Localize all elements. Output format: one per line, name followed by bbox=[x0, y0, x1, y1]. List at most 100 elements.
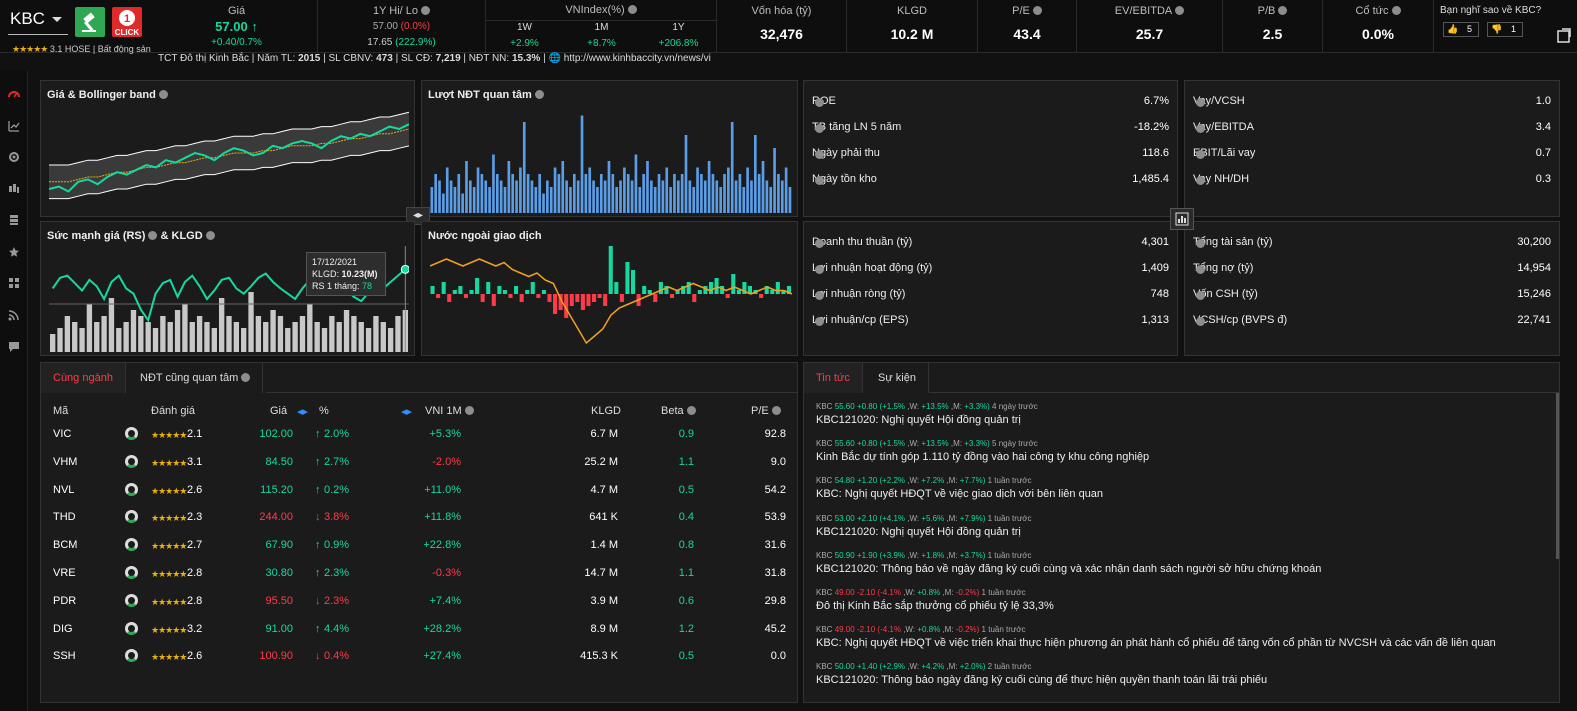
info-icon[interactable] bbox=[1196, 98, 1205, 107]
info-icon[interactable] bbox=[1196, 124, 1205, 133]
click-button[interactable]: 1 CLICK bbox=[112, 7, 142, 37]
info-icon[interactable] bbox=[627, 5, 637, 14]
col-header-pe[interactable]: P/E bbox=[751, 405, 781, 417]
news-title-link[interactable]: KBC121020: Thông báo ngày đăng ký cuối c… bbox=[816, 674, 1268, 687]
peer-code[interactable]: PDR bbox=[53, 594, 77, 607]
auction-button[interactable] bbox=[75, 7, 105, 37]
chart-icon[interactable] bbox=[8, 120, 20, 132]
info-icon[interactable] bbox=[534, 90, 544, 99]
table-row[interactable]: PDR ★★★★★ 2.8 95.50 ↓ 2.3% +7.4% 3.9 M 0.6 29.8 bbox=[41, 588, 797, 616]
table-row[interactable]: VRE ★★★★★ 2.8 30.80 ↑ 2.3% -0.3% 14.7 M 1.1 31.8 bbox=[41, 560, 797, 588]
col-header-beta[interactable]: Beta bbox=[661, 405, 696, 417]
col-header-vni[interactable]: VNI 1M bbox=[425, 405, 474, 417]
table-row[interactable]: DIG ★★★★★ 3.2 91.00 ↑ 4.4% +28.2% 8.9 M 1.2 45.2 bbox=[41, 616, 797, 644]
news-title-link[interactable]: Đô thị Kinh Bắc sắp thưởng cổ phiếu tỷ l… bbox=[816, 600, 1054, 612]
gear-icon[interactable] bbox=[8, 151, 20, 163]
table-row[interactable]: NVL ★★★★★ 2.6 115.20 ↑ 0.2% +11.0% 4.7 M 0.5 54.2 bbox=[41, 477, 797, 505]
col-header-price[interactable]: Giá bbox=[270, 405, 288, 417]
tab-events[interactable]: Sự kiện bbox=[866, 363, 929, 393]
foreign-flow-bar bbox=[786, 286, 791, 294]
info-icon[interactable] bbox=[1196, 239, 1205, 248]
chart-toggle-button[interactable] bbox=[1170, 208, 1194, 230]
ticker-input[interactable]: KBC bbox=[10, 9, 45, 28]
news-title-link[interactable]: Kinh Bắc dự tính góp 1.110 tỷ đồng vào h… bbox=[816, 451, 1150, 464]
grid-icon[interactable] bbox=[8, 277, 20, 289]
col-header-volume[interactable]: KLGD bbox=[591, 405, 621, 417]
interest-bar bbox=[596, 187, 599, 213]
info-icon[interactable] bbox=[1196, 265, 1205, 274]
info-icon[interactable] bbox=[815, 176, 824, 185]
news-title-link[interactable]: KBC121020: Nghị quyết Hội đồng quản trị bbox=[816, 414, 1021, 426]
tab-same-sector[interactable]: Cùng ngành bbox=[41, 363, 126, 393]
table-row[interactable]: BCM ★★★★★ 2.7 67.90 ↑ 0.9% +22.8% 1.4 M 0.8 31.6 bbox=[41, 532, 797, 560]
table-row[interactable]: VIC ★★★★★ 2.1 102.00 ↑ 2.0% +5.3% 6.7 M 0.9 92.8 bbox=[41, 421, 797, 449]
info-icon[interactable] bbox=[771, 406, 781, 415]
info-icon[interactable] bbox=[1032, 6, 1042, 15]
info-icon[interactable] bbox=[1196, 291, 1205, 300]
news-scrollbar[interactable] bbox=[1556, 393, 1559, 559]
news-title-link[interactable]: KBC: Nghị quyết HĐQT về việc triển khai … bbox=[816, 637, 1496, 650]
foreign-flow-bar bbox=[553, 294, 558, 314]
info-icon[interactable] bbox=[815, 124, 824, 133]
peer-code[interactable]: THD bbox=[53, 511, 76, 524]
peer-code[interactable]: VHM bbox=[53, 455, 78, 468]
info-icon[interactable] bbox=[815, 317, 824, 326]
star-icon[interactable] bbox=[8, 246, 20, 258]
peer-code[interactable]: VRE bbox=[53, 567, 76, 579]
info-icon[interactable] bbox=[815, 291, 824, 300]
info-icon[interactable] bbox=[815, 265, 824, 274]
panel-title: Giá & Bollinger band bbox=[47, 89, 156, 101]
col-header-code[interactable]: Mã bbox=[53, 405, 69, 417]
stack-icon[interactable] bbox=[8, 214, 20, 226]
table-row[interactable]: SSH ★★★★★ 2.6 100.90 ↓ 0.4% +27.4% 415.3 K 0.5 0.… bbox=[41, 643, 797, 671]
info-icon[interactable] bbox=[421, 6, 431, 15]
info-icon[interactable] bbox=[686, 406, 696, 415]
lower-band-line bbox=[49, 145, 409, 200]
peer-vni-1m: +5.3% bbox=[429, 428, 462, 440]
chevron-down-icon[interactable] bbox=[52, 17, 62, 22]
vote-up-button[interactable]: 👍 5 bbox=[1443, 22, 1479, 37]
info-icon[interactable] bbox=[205, 231, 215, 240]
news-pct: (+2.9% bbox=[879, 662, 906, 672]
info-icon[interactable] bbox=[148, 231, 158, 240]
info-icon[interactable] bbox=[1175, 6, 1185, 15]
chat-icon[interactable] bbox=[8, 341, 20, 353]
info-icon[interactable] bbox=[464, 406, 474, 415]
sort-icon[interactable]: ◂▸ bbox=[401, 406, 413, 418]
info-icon[interactable] bbox=[815, 98, 824, 107]
candlestick-icon[interactable] bbox=[8, 183, 20, 195]
info-icon[interactable] bbox=[241, 373, 251, 382]
resize-handle[interactable]: ◂▸ bbox=[406, 207, 430, 225]
export-icon[interactable] bbox=[1557, 28, 1571, 44]
news-title-link[interactable]: KBC: Nghị quyết HĐQT về việc giao dịch v… bbox=[816, 488, 1104, 501]
foreign-trading-panel: Nước ngoài giao dịch bbox=[421, 221, 798, 356]
info-icon[interactable] bbox=[1196, 317, 1205, 326]
tab-also-watched[interactable]: NĐT cũng quan tâm bbox=[128, 363, 264, 393]
table-row[interactable]: VHM ★★★★★ 3.1 84.50 ↑ 2.7% -2.0% 25.2 M 1.1 9.0 bbox=[41, 449, 797, 477]
peer-code[interactable]: DIG bbox=[53, 622, 73, 635]
table-row[interactable]: THD ★★★★★ 2.3 244.00 ↓ 3.8% +11.8% 641 K 0.4 53.9 bbox=[41, 504, 797, 532]
tab-news[interactable]: Tin tức bbox=[804, 363, 863, 393]
col-header-rating[interactable]: Đánh giá bbox=[151, 405, 196, 417]
peer-code[interactable]: NVL bbox=[53, 483, 75, 496]
info-icon[interactable] bbox=[1391, 6, 1401, 15]
score-ring-icon bbox=[125, 649, 138, 663]
company-url-link[interactable]: http://www.kinhbaccity.vn/news/vi bbox=[563, 53, 711, 64]
news-title-link[interactable]: KBC121020: Thông báo về ngày đăng ký cuố… bbox=[816, 562, 1322, 575]
info-icon[interactable] bbox=[1196, 176, 1205, 185]
dashboard-icon[interactable] bbox=[8, 88, 20, 100]
peer-code[interactable]: BCM bbox=[53, 539, 78, 552]
news-title-link[interactable]: KBC121020: Nghị quyết Hội đồng quản trị bbox=[816, 525, 1021, 538]
col-header-pct[interactable]: % bbox=[319, 405, 329, 417]
info-icon[interactable] bbox=[1196, 150, 1205, 159]
info-icon[interactable] bbox=[158, 90, 168, 99]
sort-icon[interactable]: ◂▸ bbox=[297, 406, 309, 418]
rss-icon[interactable] bbox=[8, 309, 20, 321]
vote-down-button[interactable]: 👎 1 bbox=[1487, 22, 1523, 37]
peer-code[interactable]: VIC bbox=[53, 428, 72, 440]
info-icon[interactable] bbox=[1278, 6, 1288, 15]
peer-vni-1m: +11.8% bbox=[424, 511, 461, 524]
peer-code[interactable]: SSH bbox=[53, 650, 76, 663]
info-icon[interactable] bbox=[815, 150, 824, 159]
info-icon[interactable] bbox=[815, 239, 824, 248]
